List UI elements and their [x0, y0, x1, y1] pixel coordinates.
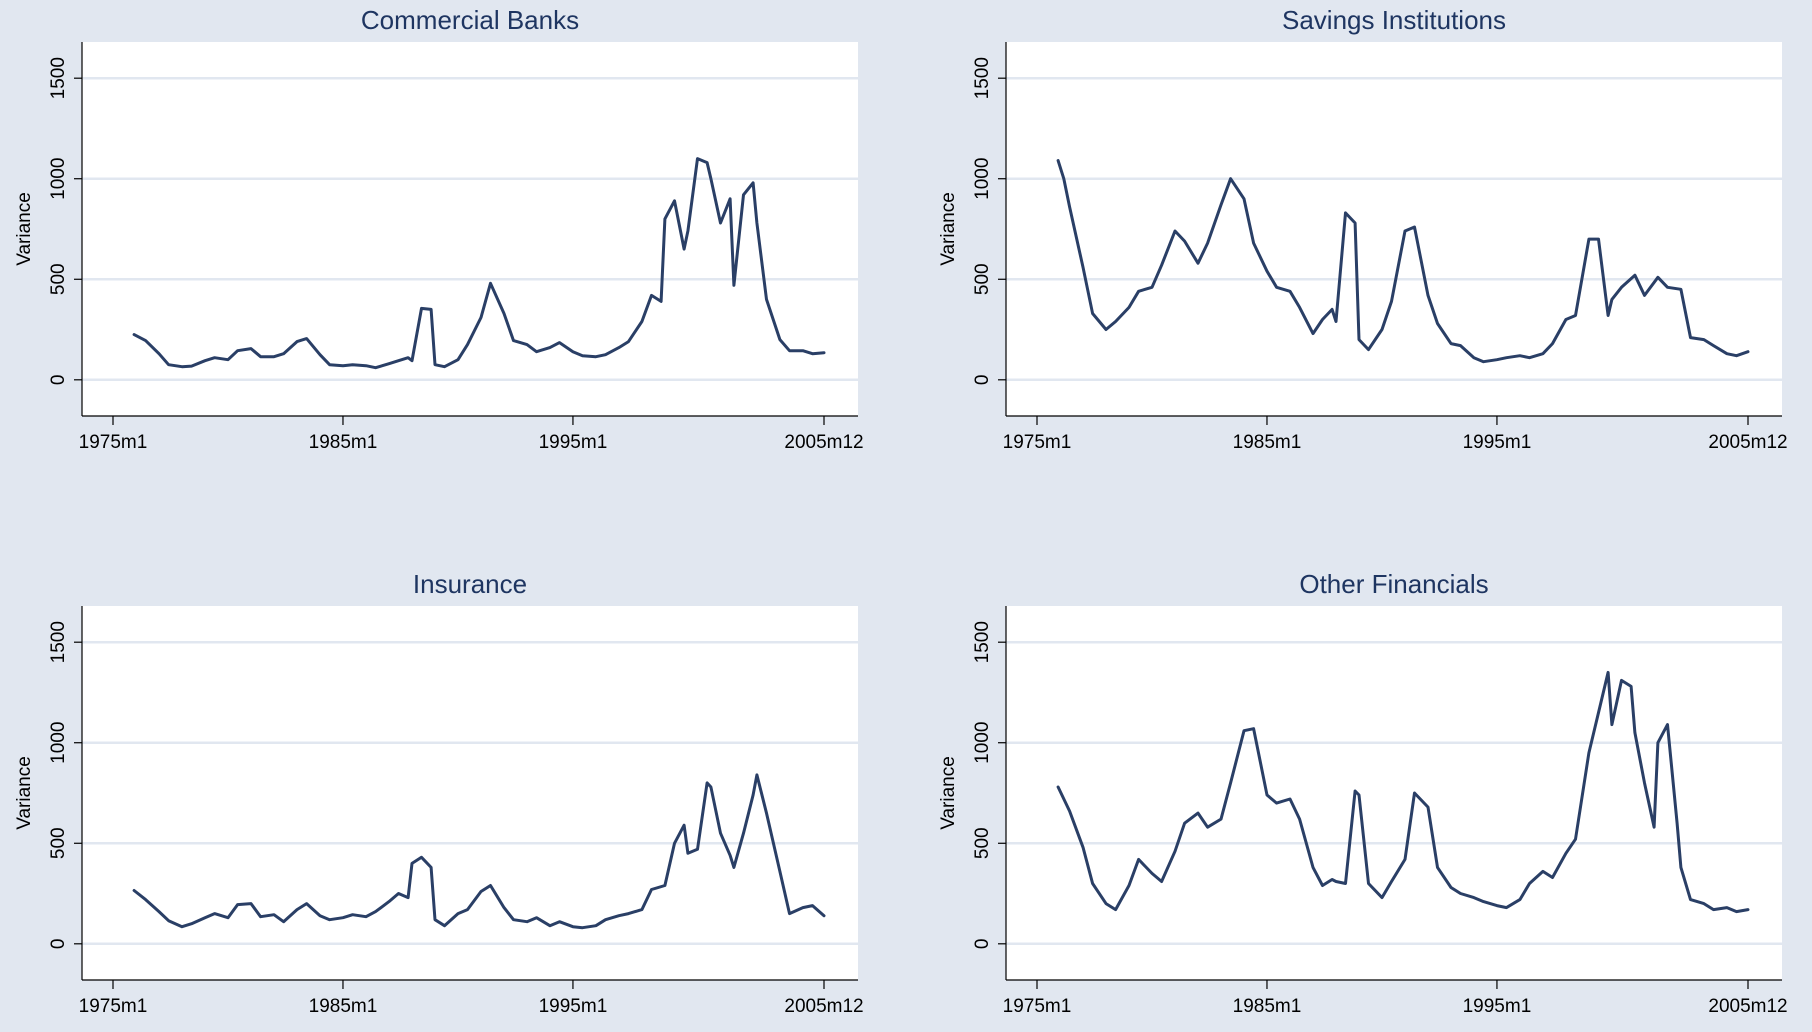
- x-tick-label: 1995m1: [539, 996, 608, 1017]
- x-tick-label: 1985m1: [309, 996, 378, 1017]
- y-tick-label: 0: [48, 939, 69, 950]
- x-tick-label: 2005m12: [784, 432, 863, 453]
- x-tick-label: 1975m1: [79, 996, 148, 1017]
- y-tick-label: 1000: [972, 158, 993, 200]
- x-tick-label: 1985m1: [1233, 996, 1302, 1017]
- chart-panel: 0 500 1000 1500 1975m1 1985m1 1995m1 2005m12 Var…: [938, 5, 1788, 453]
- y-tick-label: 1500: [48, 57, 69, 99]
- y-tick-label: 500: [972, 263, 993, 295]
- series-line: [132, 157, 826, 370]
- x-tick-label: 1975m1: [1003, 432, 1072, 453]
- y-tick-label: 1500: [48, 621, 69, 663]
- chart-panel: 0 500 1000 1500 1975m1 1985m1 1995m1 2005m12 Var…: [14, 5, 864, 453]
- y-axis-title: Variance: [14, 756, 35, 830]
- y-axis-title: Variance: [938, 192, 959, 266]
- chart-title: Commercial Banks: [361, 5, 579, 35]
- y-tick-label: 0: [972, 375, 993, 386]
- y-tick-label: 500: [972, 827, 993, 859]
- x-tick-label: 1995m1: [539, 432, 608, 453]
- plot-area: [1006, 606, 1782, 980]
- y-axis-title: Variance: [14, 192, 35, 266]
- y-tick-label: 1000: [48, 158, 69, 200]
- y-tick-label: 1000: [48, 722, 69, 764]
- y-tick-label: 0: [972, 939, 993, 950]
- x-tick-label: 1975m1: [79, 432, 148, 453]
- x-tick-label: 2005m12: [784, 996, 863, 1017]
- y-tick-label: 1500: [972, 621, 993, 663]
- x-tick-label: 1995m1: [1463, 996, 1532, 1017]
- chart-title: Savings Institutions: [1282, 5, 1506, 35]
- x-tick-label: 1975m1: [1003, 996, 1072, 1017]
- chart-panel: 0 500 1000 1500 1975m1 1985m1 1995m1 2005m12 Var…: [938, 569, 1788, 1017]
- y-tick-label: 1500: [972, 57, 993, 99]
- y-tick-label: 500: [48, 827, 69, 859]
- y-tick-label: 0: [48, 375, 69, 386]
- plot-area: [1006, 42, 1782, 416]
- y-axis-title: Variance: [938, 756, 959, 830]
- plot-area: [82, 606, 858, 980]
- chart-title: Other Financials: [1299, 569, 1488, 599]
- y-tick-label: 500: [48, 263, 69, 295]
- chart-panel: 0 500 1000 1500 1975m1 1985m1 1995m1 2005m12 Var…: [14, 569, 864, 1017]
- x-tick-label: 2005m12: [1708, 432, 1787, 453]
- x-tick-label: 2005m12: [1708, 996, 1787, 1017]
- x-tick-label: 1985m1: [309, 432, 378, 453]
- chart-title: Insurance: [413, 569, 527, 599]
- x-tick-label: 1995m1: [1463, 432, 1532, 453]
- x-tick-label: 1985m1: [1233, 432, 1302, 453]
- series-line: [132, 773, 826, 930]
- y-tick-label: 1000: [972, 722, 993, 764]
- plot-area: [82, 42, 858, 416]
- series-line: [1056, 670, 1750, 914]
- series-line: [1056, 159, 1750, 364]
